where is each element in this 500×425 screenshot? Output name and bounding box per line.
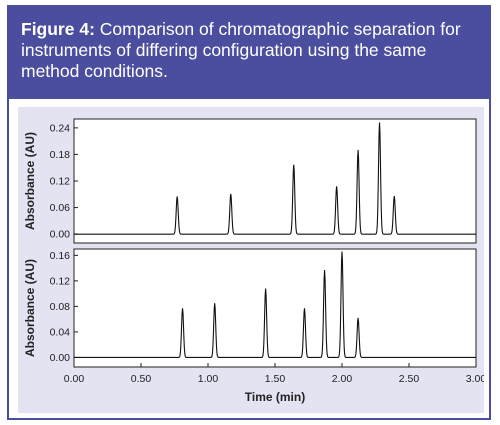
bottom-y-tick-label: 0.16 (50, 250, 71, 262)
bottom-y-axis-title: Absorbance (AU) (23, 259, 37, 357)
bottom-x-tick-label: 2.50 (399, 373, 420, 385)
bottom-x-tick-label: 1.50 (265, 373, 286, 385)
top-y-axis-title: Absorbance (AU) (23, 132, 37, 230)
bottom-y-tick-label: 0.00 (50, 352, 71, 364)
top-y-tick-label: 0.24 (50, 122, 71, 134)
figure-caption: Figure 4: Comparison of chromatographic … (9, 7, 489, 99)
bottom-y-tick-label: 0.04 (50, 326, 71, 338)
bottom-y-tick-label: 0.12 (50, 275, 71, 287)
bottom-y-tick-label: 0.08 (50, 301, 71, 313)
chromatogram-chart: 0.00 0.06 0.12 0.18 0.24 Absorbance (AU) 0.00 0… (23, 118, 484, 404)
bottom-plot-box (73, 248, 477, 368)
bottom-x-tick-label: 0.50 (131, 373, 152, 385)
bottom-x-tick-label: 3.00 (466, 373, 484, 385)
bottom-chromatogram-trace (74, 251, 476, 358)
top-y-tick-label: 0.06 (50, 202, 71, 214)
bottom-x-tick-label: 1.00 (198, 373, 219, 385)
figure-caption-text: Comparison of chromatographic separation… (21, 19, 461, 81)
bottom-x-tick-label: 0.00 (64, 373, 85, 385)
top-chromatogram-trace (74, 122, 476, 235)
top-y-tick-label: 0.18 (50, 149, 71, 161)
figure-label: Figure 4: (21, 19, 95, 39)
figure-frame: Figure 4: Comparison of chromatographic … (7, 5, 491, 420)
chart-area: 0.00 0.06 0.12 0.18 0.24 Absorbance (AU) 0.00 0… (18, 107, 484, 413)
top-y-tick-label: 0.00 (50, 229, 71, 241)
bottom-x-tick-label: 2.00 (332, 373, 353, 385)
bottom-x-axis-title: Time (min) (245, 390, 305, 404)
top-plot-box (73, 118, 477, 244)
top-y-tick-label: 0.12 (50, 176, 71, 188)
